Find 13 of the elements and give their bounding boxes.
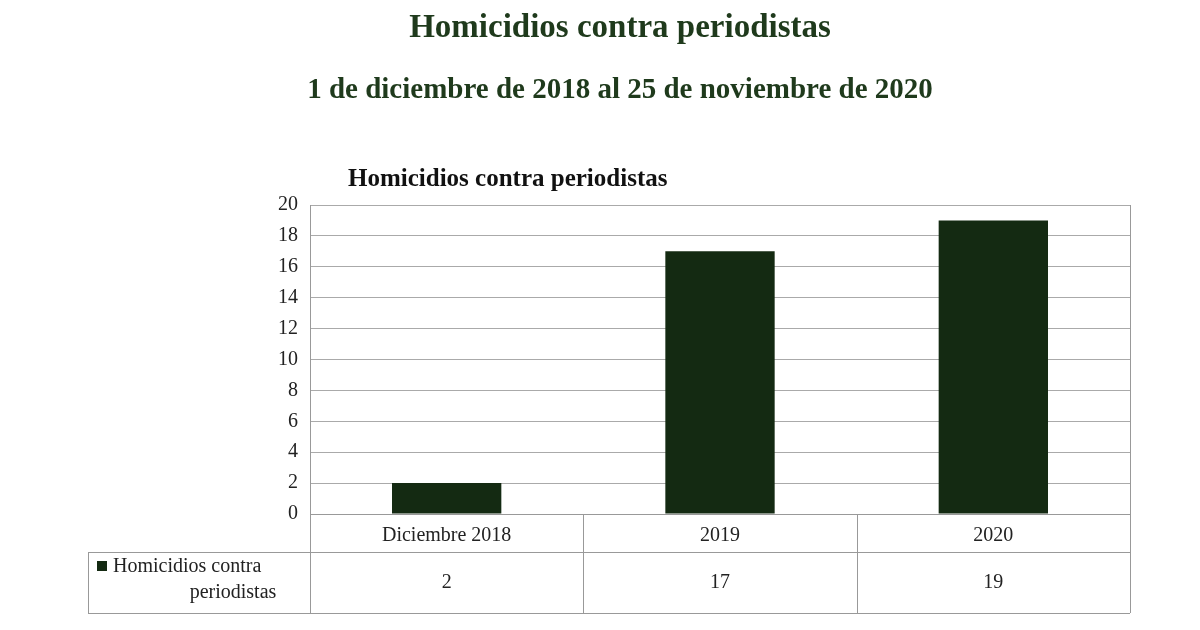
y-tick-label: 6 xyxy=(288,408,298,431)
y-tick-label: 20 xyxy=(278,192,298,215)
chart-title: Homicidios contra periodistas xyxy=(408,8,832,45)
y-tick-label: 2 xyxy=(288,470,298,493)
y-tick-label: 10 xyxy=(278,346,298,369)
text: Homicidios contra periodistas xyxy=(348,164,668,192)
y-tick-label: 12 xyxy=(278,315,298,338)
chart-subtitle: 1 de diciembre de 2018 al 25 de noviembre de 2020 xyxy=(306,72,934,105)
y-tick-label: 8 xyxy=(288,377,298,400)
y-tick-label: 18 xyxy=(278,223,298,246)
y-tick-label: 14 xyxy=(278,284,298,307)
y-tick-label: 4 xyxy=(288,439,298,462)
y-tick-label: 16 xyxy=(278,254,298,277)
